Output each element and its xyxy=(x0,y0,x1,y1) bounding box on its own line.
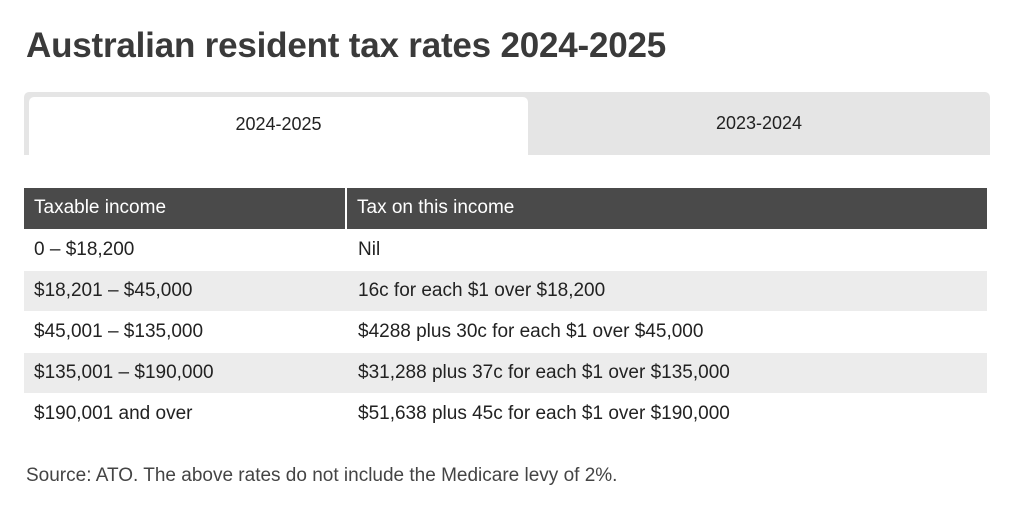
table-row: 0 – $18,200 Nil xyxy=(24,228,987,270)
table-row: $190,001 and over $51,638 plus 45c for e… xyxy=(24,392,987,434)
income-cell: 0 – $18,200 xyxy=(24,228,346,270)
page-title: Australian resident tax rates 2024-2025 xyxy=(26,26,667,65)
tab-2024-2025[interactable]: 2024-2025 xyxy=(29,97,528,155)
table-row: $18,201 – $45,000 16c for each $1 over $… xyxy=(24,269,987,311)
tax-cell: Nil xyxy=(346,228,987,270)
income-cell: $45,001 – $135,000 xyxy=(24,310,346,352)
source-note: Source: ATO. The above rates do not incl… xyxy=(26,465,618,486)
table-header-row: Taxable income Tax on this income xyxy=(24,188,987,229)
table-row: $135,001 – $190,000 $31,288 plus 37c for… xyxy=(24,351,987,393)
income-cell: $190,001 and over xyxy=(24,392,346,434)
tab-bar: 2024-2025 2023-2024 xyxy=(24,92,990,155)
tax-cell: $51,638 plus 45c for each $1 over $190,0… xyxy=(346,392,987,434)
tax-cell: $4288 plus 30c for each $1 over $45,000 xyxy=(346,310,987,352)
tab-2023-2024[interactable]: 2023-2024 xyxy=(715,113,803,133)
tax-cell: $31,288 plus 37c for each $1 over $135,0… xyxy=(346,351,987,393)
header-tax-on-income: Tax on this income xyxy=(345,188,987,229)
header-taxable-income: Taxable income xyxy=(24,188,346,229)
table-row: $45,001 – $135,000 $4288 plus 30c for ea… xyxy=(24,310,987,352)
tax-rates-table: Taxable income Tax on this income 0 – $1… xyxy=(24,188,987,434)
tax-cell: 16c for each $1 over $18,200 xyxy=(346,269,987,311)
income-cell: $135,001 – $190,000 xyxy=(24,351,346,393)
income-cell: $18,201 – $45,000 xyxy=(24,269,346,311)
